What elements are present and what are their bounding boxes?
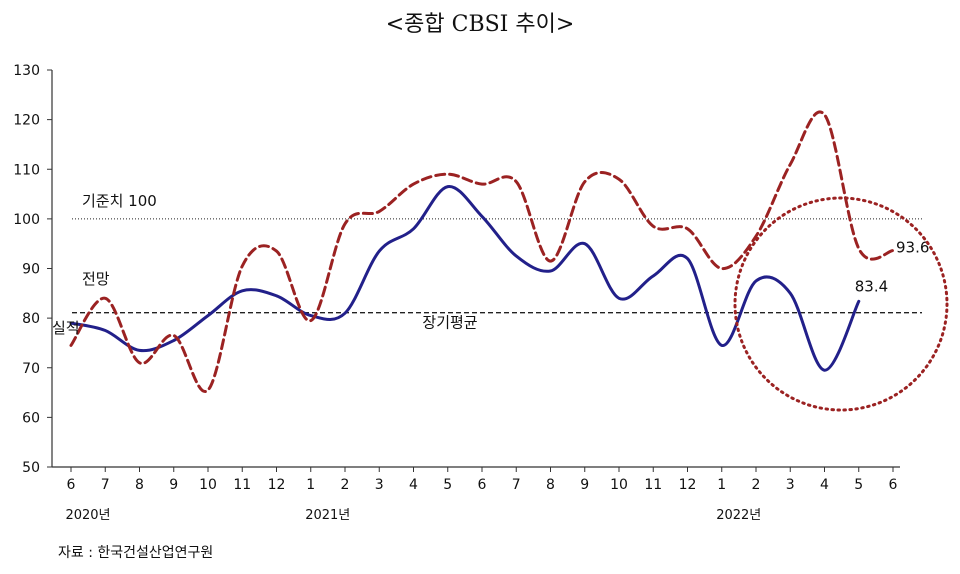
x-tick-label: 8 (546, 477, 555, 493)
chart-title: <종합 CBSI 추이> (385, 12, 575, 37)
forecast-series-label: 전망 (82, 270, 110, 288)
baseline-100-label: 기준치 100 (82, 192, 157, 210)
x-tick-label: 11 (644, 477, 662, 493)
x-tick-label: 9 (169, 477, 178, 493)
y-tick-label: 50 (22, 460, 40, 476)
forecast-series-line (69, 110, 895, 394)
x-tick-label: 2 (752, 477, 761, 493)
y-tick-label: 80 (22, 311, 40, 327)
x-tick-label: 1 (306, 477, 315, 493)
x-tick-label: 5 (854, 477, 863, 493)
series-lines (69, 110, 895, 394)
x-tick-label: 12 (679, 477, 697, 493)
x-tick-label: 9 (580, 477, 589, 493)
x-tick-label: 2 (341, 477, 350, 493)
source-note: 자료 : 한국건설산업연구원 (58, 545, 214, 561)
y-tick-label: 90 (22, 262, 40, 278)
x-tick-label: 6 (478, 477, 487, 493)
y-tick-label: 100 (13, 212, 40, 228)
y-axis: 50 60 70 80 90 100 110 120 130 (13, 63, 53, 476)
x-tick-label: 4 (409, 477, 418, 493)
x-tick-label: 10 (610, 477, 628, 493)
x-tick-label: 6 (889, 477, 898, 493)
y-tick-label: 110 (13, 162, 40, 178)
year-label: 2022년 (716, 508, 761, 523)
x-tick-label: 8 (135, 477, 144, 493)
actual-series-line (69, 185, 861, 372)
x-tick-label: 5 (443, 477, 452, 493)
last-forecast-value-label: 93.6 (896, 239, 929, 257)
year-label: 2020년 (65, 508, 110, 523)
x-tick-label: 3 (375, 477, 384, 493)
x-tick-label: 3 (786, 477, 795, 493)
year-label: 2021년 (305, 508, 350, 523)
y-tick-label: 70 (22, 361, 40, 377)
last-actual-value-label: 83.4 (855, 277, 888, 295)
y-tick-label: 60 (22, 410, 40, 426)
annotations: 실적 전망 83.4 93.6 (52, 196, 949, 412)
highlight-dotted-circle (733, 196, 949, 412)
reference-lines: 기준치 100 장기평균 (72, 192, 922, 332)
x-tick-label: 10 (199, 477, 217, 493)
x-tick-label: 11 (233, 477, 251, 493)
x-tick-label: 4 (820, 477, 829, 493)
y-tick-label: 130 (13, 63, 40, 79)
x-tick-label: 7 (512, 477, 521, 493)
x-tick-label: 1 (717, 477, 726, 493)
actual-series-label: 실적 (52, 319, 80, 337)
long-term-average-label: 장기평균 (422, 314, 477, 332)
y-tick-label: 120 (13, 113, 40, 129)
x-tick-label: 12 (268, 477, 286, 493)
x-tick-label: 7 (101, 477, 110, 493)
x-tick-label: 6 (67, 477, 76, 493)
